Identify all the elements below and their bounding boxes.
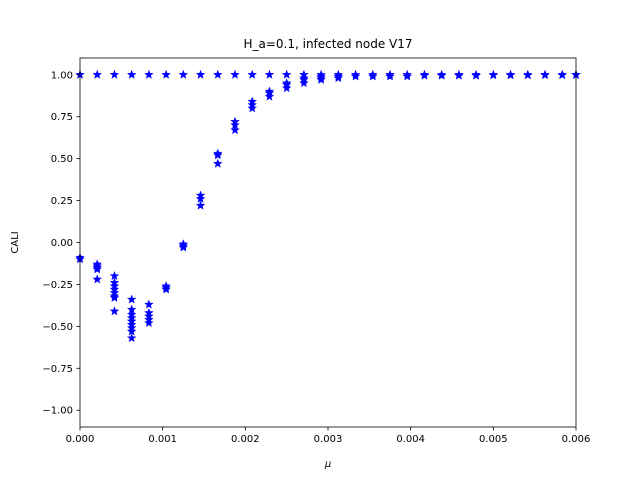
data-point bbox=[247, 69, 258, 79]
axes: 0.000 0.001 0.002 0.003 0.004 0.005 0.006 −1.00… bbox=[42, 57, 591, 445]
data-point bbox=[126, 294, 137, 304]
x-tick-label: 0.003 bbox=[314, 434, 343, 445]
data-point bbox=[350, 71, 361, 81]
data-point bbox=[195, 190, 206, 200]
data-point bbox=[109, 69, 120, 79]
data-point bbox=[212, 69, 223, 79]
data-point bbox=[281, 78, 292, 88]
data-point bbox=[195, 193, 206, 203]
data-point bbox=[247, 103, 258, 113]
y-tick-label: −0.50 bbox=[42, 322, 73, 333]
y-tick-label: −1.00 bbox=[42, 406, 73, 417]
data-point bbox=[385, 71, 395, 81]
data-point bbox=[333, 71, 344, 81]
data-point bbox=[247, 96, 258, 106]
data-point bbox=[540, 70, 550, 80]
x-tick-label: 0.004 bbox=[396, 434, 425, 445]
data-point bbox=[299, 78, 309, 88]
data-point bbox=[178, 69, 189, 79]
data-point bbox=[264, 91, 275, 101]
data-point bbox=[92, 264, 103, 274]
data-point bbox=[471, 70, 481, 80]
data-point bbox=[299, 73, 309, 83]
data-point bbox=[144, 69, 154, 79]
data-point bbox=[109, 292, 120, 302]
data-point bbox=[126, 333, 137, 343]
axes-frame bbox=[79, 57, 577, 428]
y-tick-label: −0.25 bbox=[42, 280, 73, 291]
data-point bbox=[195, 69, 206, 79]
x-tick-label: 0.000 bbox=[66, 434, 95, 445]
data-point bbox=[281, 83, 292, 93]
data-point bbox=[264, 86, 275, 96]
data-point bbox=[212, 148, 223, 158]
data-point bbox=[230, 125, 240, 135]
data-point bbox=[230, 69, 240, 79]
y-tick-label: −0.75 bbox=[42, 364, 73, 375]
data-point bbox=[161, 69, 171, 79]
data-point bbox=[92, 69, 103, 79]
data-point bbox=[454, 70, 464, 80]
data-point bbox=[178, 242, 189, 252]
data-point bbox=[109, 306, 120, 316]
x-tick-label: 0.005 bbox=[479, 434, 508, 445]
data-point bbox=[522, 70, 533, 80]
data-point bbox=[195, 200, 206, 210]
y-tick-label: 1.00 bbox=[51, 70, 73, 81]
data-point bbox=[92, 274, 103, 284]
y-tick-label: 0.00 bbox=[51, 238, 73, 249]
y-tick-label: 0.75 bbox=[51, 112, 73, 123]
data-point bbox=[247, 99, 258, 110]
data-point bbox=[367, 71, 378, 81]
x-tick-label: 0.001 bbox=[148, 434, 177, 445]
data-point bbox=[505, 70, 516, 80]
data-point bbox=[212, 158, 223, 168]
x-axis-label: μ bbox=[324, 459, 331, 470]
data-point bbox=[126, 69, 137, 79]
data-point bbox=[230, 116, 240, 126]
data-point bbox=[161, 284, 171, 294]
data-point bbox=[144, 299, 154, 309]
data-point bbox=[230, 120, 240, 130]
data-point bbox=[419, 70, 430, 80]
plot-area bbox=[75, 69, 581, 343]
data-point bbox=[144, 317, 154, 328]
data-point bbox=[264, 69, 275, 79]
data-point bbox=[557, 70, 568, 80]
x-tick-label: 0.002 bbox=[231, 434, 260, 445]
x-tick-label: 0.006 bbox=[562, 434, 591, 445]
y-axis-label: CALI bbox=[10, 231, 21, 253]
chart-title: H_a=0.1, infected node V17 bbox=[243, 37, 412, 51]
data-point bbox=[436, 70, 447, 80]
data-point bbox=[402, 71, 413, 81]
y-tick-label: 0.50 bbox=[51, 154, 73, 165]
data-point bbox=[316, 71, 326, 81]
data-point bbox=[488, 70, 499, 80]
data-point bbox=[281, 69, 292, 79]
y-tick-label: 0.25 bbox=[51, 196, 73, 207]
